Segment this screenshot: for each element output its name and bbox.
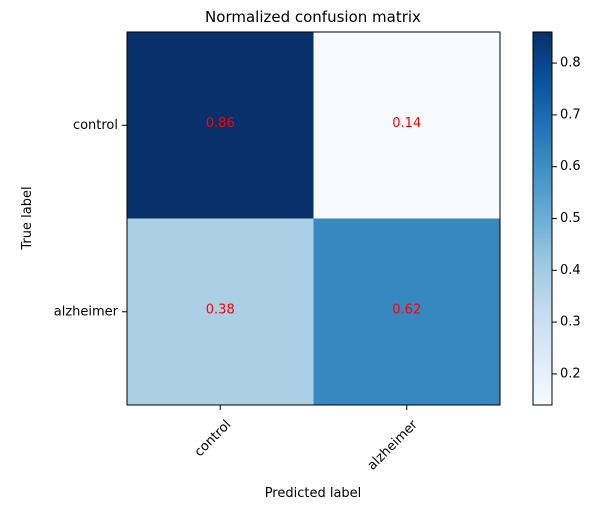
- y-axis-ticks: control alzheimer: [54, 118, 127, 319]
- colorbar-tick-label: 0.2: [560, 366, 581, 381]
- colorbar-tick-label: 0.8: [560, 56, 581, 71]
- heatmap-cell-labels: 0.86 0.14 0.38 0.62: [206, 116, 421, 318]
- chart-title: Normalized confusion matrix: [205, 8, 421, 26]
- heatmap-cell-control-control: [127, 32, 314, 219]
- heatmap-cell-alzheimer-alzheimer: [313, 218, 500, 405]
- y-tick-label: control: [73, 118, 118, 133]
- colorbar-tick-label: 0.7: [560, 107, 581, 122]
- plot-frame: [126, 31, 501, 406]
- y-axis-label: True label: [20, 186, 35, 250]
- colorbar-tick-label: 0.3: [560, 315, 581, 330]
- heatmap-cell-alzheimer-control: [127, 218, 314, 405]
- y-tick-label: alzheimer: [54, 304, 119, 319]
- cell-value-label: 0.62: [392, 302, 421, 317]
- colorbar-tick-label: 0.5: [560, 211, 581, 226]
- x-tick-label: control: [192, 417, 234, 459]
- x-axis-label: Predicted label: [265, 486, 362, 501]
- cell-value-label: 0.86: [206, 116, 235, 131]
- colorbar-tick-label: 0.4: [560, 263, 581, 278]
- colorbar-ticks: 0.2 0.3 0.4 0.5 0.6 0.7 0.8: [552, 56, 581, 381]
- colorbar-tick-label: 0.6: [560, 159, 581, 174]
- colorbar: [532, 31, 553, 406]
- cell-value-label: 0.14: [392, 116, 421, 131]
- cell-value-label: 0.38: [206, 302, 235, 317]
- heatmap-cell-control-alzheimer: [313, 32, 500, 219]
- x-axis-ticks: control alzheimer: [192, 405, 421, 473]
- x-tick-label: alzheimer: [365, 417, 422, 474]
- heatmap-cells: [127, 32, 500, 405]
